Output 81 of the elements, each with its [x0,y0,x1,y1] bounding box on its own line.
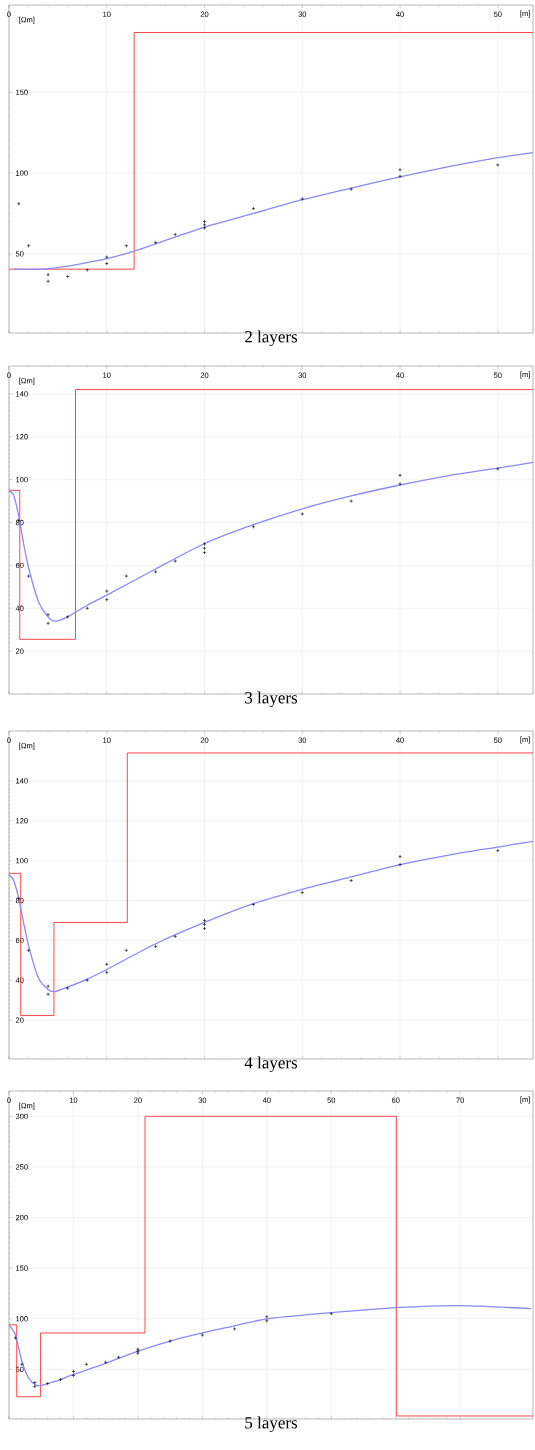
point [104,970,109,975]
point [46,984,50,989]
point [398,482,402,486]
point [26,243,31,248]
point [104,255,109,259]
point [202,222,207,227]
point [398,174,402,179]
line-series [8,461,534,622]
point [85,268,90,272]
line-series [8,840,534,993]
point [104,962,109,967]
point [232,1327,237,1331]
point [329,1311,334,1316]
text: 5 layers [245,1416,298,1432]
point [202,918,207,923]
point [71,1373,76,1378]
point [58,1377,63,1382]
point [104,261,109,266]
point [32,1384,37,1389]
point [264,1314,269,1319]
point [300,890,305,895]
point [32,1380,37,1385]
text: 2 layers [245,330,298,347]
point [26,948,31,953]
point [251,206,256,211]
point [495,848,500,853]
point [153,240,158,245]
line-series [8,1304,532,1387]
point [46,272,50,277]
point [349,499,354,503]
text: 4 layers [244,1056,298,1072]
point [495,467,500,471]
point [398,862,402,867]
point [26,574,31,578]
point [202,922,207,927]
point [45,1381,50,1386]
point [398,473,402,478]
point [104,597,109,602]
point [349,878,354,883]
point [85,978,90,983]
point [65,614,70,619]
point [153,944,158,949]
text: 3 layers [245,691,298,708]
point [103,1360,108,1365]
point [398,167,402,172]
point [13,1336,18,1340]
point [46,621,50,626]
point [300,512,305,516]
point [173,934,178,939]
point [202,926,207,931]
point [202,546,207,551]
point [398,854,402,859]
point [495,163,500,167]
point [300,197,305,201]
point [124,574,129,578]
point [251,902,256,907]
point [124,243,129,248]
point [85,606,90,611]
point [124,948,129,953]
point [349,187,354,192]
point [202,550,207,555]
point [202,226,207,230]
point [46,279,50,284]
point [16,201,21,206]
point [65,274,70,279]
point [84,1362,89,1367]
point [173,559,178,563]
point [46,992,50,997]
point [116,1355,121,1360]
point [251,524,256,529]
line-series [13,151,534,270]
point [168,1339,173,1343]
point [264,1318,269,1323]
point [65,986,70,991]
point [173,232,178,237]
point [153,569,158,574]
point [46,612,50,617]
point [200,1333,205,1337]
point [202,542,207,546]
point [104,589,109,594]
point [71,1369,76,1374]
